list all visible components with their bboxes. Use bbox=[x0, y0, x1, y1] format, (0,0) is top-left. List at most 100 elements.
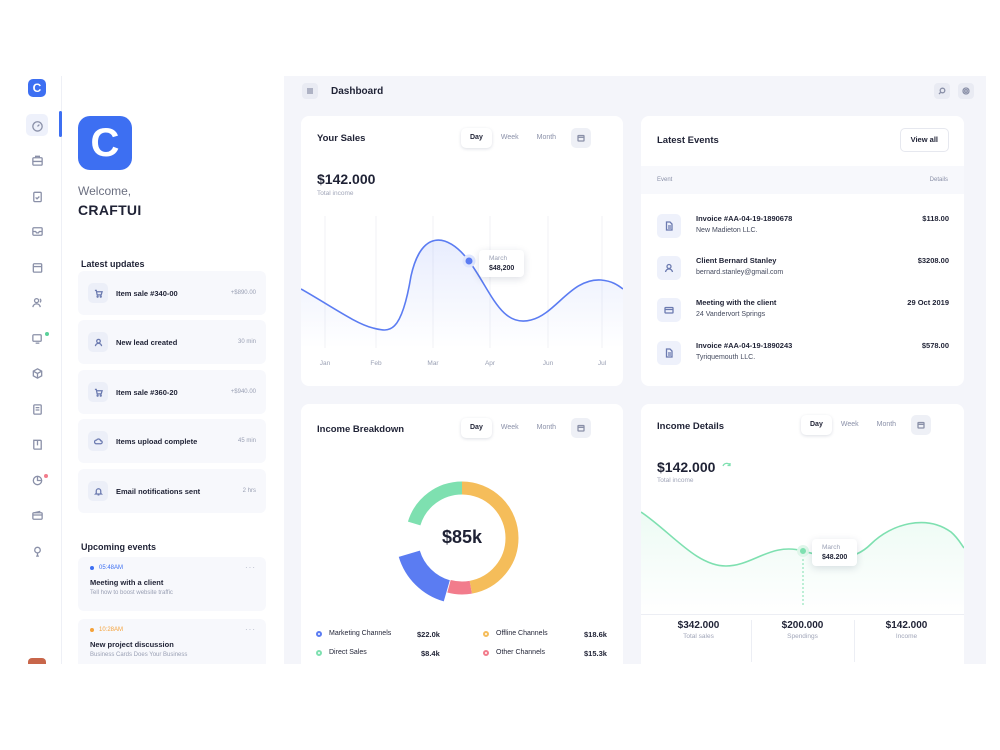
event-row[interactable]: Invoice #AA-04-19-1890243 Tyriquemouth L… bbox=[657, 336, 949, 370]
event-row-title: Meeting with the client bbox=[696, 298, 777, 307]
divider bbox=[854, 620, 855, 662]
event-subtitle: Business Cards Does Your Business bbox=[90, 652, 188, 658]
tab-month[interactable]: Month bbox=[536, 424, 557, 431]
tab-day[interactable]: Day bbox=[461, 128, 492, 148]
legend-value: $22.0k bbox=[417, 630, 440, 639]
calendar-icon[interactable] bbox=[911, 415, 932, 435]
x-tick-label: Feb bbox=[370, 360, 382, 367]
sales-point-marker[interactable] bbox=[462, 254, 476, 268]
legend-item: Marketing Channels bbox=[316, 630, 391, 637]
stat-label: Total sales bbox=[683, 633, 714, 640]
nav-box-icon[interactable] bbox=[26, 362, 48, 384]
nav-dashboard-icon[interactable] bbox=[26, 114, 48, 136]
search-icon[interactable] bbox=[934, 83, 950, 99]
slice-other[interactable] bbox=[405, 481, 519, 595]
more-icon[interactable]: ··· bbox=[245, 563, 256, 572]
brand-logo[interactable]: C bbox=[28, 79, 46, 97]
event-row-subtitle: New Madieton LLC. bbox=[696, 227, 758, 234]
update-item[interactable]: New lead created 30 min bbox=[78, 320, 266, 364]
event-row[interactable]: Meeting with the client 24 Vandervort Sp… bbox=[657, 293, 949, 327]
cart-icon bbox=[88, 283, 108, 303]
sales-title: Your Sales bbox=[317, 133, 366, 144]
nav-calendar-icon[interactable] bbox=[26, 256, 48, 278]
nav-users-icon[interactable] bbox=[26, 291, 48, 313]
icon-rail: C bbox=[12, 76, 62, 664]
sales-card: Your Sales Day Week Month $142.000 Total… bbox=[301, 116, 623, 386]
legend-swatch bbox=[316, 630, 322, 637]
nav-book-icon[interactable] bbox=[26, 433, 48, 455]
nav-inbox-icon[interactable] bbox=[26, 220, 48, 242]
event-dot bbox=[90, 566, 94, 570]
income-point-marker[interactable] bbox=[797, 545, 809, 557]
income-tooltip: March $48.200 bbox=[812, 539, 858, 566]
calendar-icon[interactable] bbox=[571, 418, 592, 438]
more-icon[interactable]: ··· bbox=[245, 625, 256, 634]
events-title: Latest Events bbox=[657, 135, 719, 146]
update-item[interactable]: Email notifications sent 2 hrs bbox=[78, 469, 266, 513]
event-item[interactable]: 05:48AM Meeting with a client Tell how t… bbox=[78, 557, 266, 611]
refresh-icon[interactable] bbox=[721, 462, 733, 472]
update-label: Item sale #340-00 bbox=[116, 288, 178, 298]
legend-swatch bbox=[483, 649, 489, 656]
tab-week[interactable]: Week bbox=[840, 421, 859, 428]
event-row[interactable]: Invoice #AA-04-19-1890678 New Madieton L… bbox=[657, 209, 949, 243]
update-meta: 45 min bbox=[237, 438, 256, 444]
menu-icon[interactable] bbox=[302, 83, 318, 99]
app-window: C C Welcome, CRAFTUI Latest updates Item… bbox=[12, 76, 986, 664]
updates-heading: Latest updates bbox=[81, 259, 145, 269]
sales-total: $142.000 bbox=[317, 171, 376, 187]
settings-icon[interactable] bbox=[958, 83, 974, 99]
donut-center-value: $85k bbox=[441, 527, 483, 547]
tooltip-month: March bbox=[489, 255, 508, 262]
slice-direct[interactable] bbox=[405, 481, 519, 595]
brand-logo-large: C bbox=[78, 116, 132, 170]
view-all-button[interactable]: View all bbox=[899, 128, 949, 152]
event-row-subtitle: Tyriquemouth LLC. bbox=[696, 354, 756, 361]
update-item[interactable]: Item sale #360-20 +$940.00 bbox=[78, 370, 266, 414]
legend-name: Offline Channels bbox=[496, 630, 548, 637]
event-time: 05:48AM bbox=[99, 565, 124, 571]
tab-month[interactable]: Month bbox=[876, 421, 897, 428]
nav-briefcase-icon[interactable] bbox=[26, 149, 48, 171]
update-meta: +$890.00 bbox=[230, 290, 256, 296]
avatar[interactable] bbox=[28, 658, 46, 664]
stat-value: $200.000 bbox=[781, 620, 824, 631]
stat-income: $142.000 Income bbox=[853, 620, 960, 640]
x-tick-label: Jan bbox=[319, 360, 331, 367]
username: CRAFTUI bbox=[78, 202, 142, 218]
update-label: New lead created bbox=[116, 337, 178, 347]
calendar-icon[interactable] bbox=[571, 128, 592, 148]
nav-document-icon[interactable] bbox=[26, 398, 48, 420]
stat-value: $342.000 bbox=[677, 620, 720, 631]
event-subtitle: Tell how to boost website traffic bbox=[90, 590, 173, 596]
nav-clipboard-icon[interactable] bbox=[26, 185, 48, 207]
tab-month[interactable]: Month bbox=[536, 134, 557, 141]
user-icon bbox=[88, 332, 108, 352]
nav-monitor-icon[interactable] bbox=[26, 327, 48, 349]
update-item[interactable]: Item sale #340-00 +$890.00 bbox=[78, 271, 266, 315]
tab-week[interactable]: Week bbox=[500, 424, 519, 431]
nav-wallet-icon[interactable] bbox=[26, 504, 48, 526]
nav-pie-icon[interactable] bbox=[26, 469, 48, 491]
sales-period-tabs: Day Week Month bbox=[461, 128, 592, 148]
event-row[interactable]: Client Bernard Stanley bernard.stanley@g… bbox=[657, 251, 949, 285]
tab-day[interactable]: Day bbox=[801, 415, 832, 435]
stat-spendings: $200.000 Spendings bbox=[749, 620, 856, 640]
events-table-header: Event Details bbox=[641, 166, 964, 194]
stat-value: $142.000 bbox=[885, 620, 928, 631]
update-label: Items upload complete bbox=[116, 436, 198, 446]
update-item[interactable]: Items upload complete 45 min bbox=[78, 419, 266, 463]
nav-bulb-icon[interactable] bbox=[26, 540, 48, 562]
event-item[interactable]: 10:28AM New project discussion Business … bbox=[78, 619, 266, 664]
breakdown-period-tabs: Day Week Month bbox=[461, 418, 592, 438]
tab-day[interactable]: Day bbox=[461, 418, 492, 438]
notification-dot bbox=[45, 332, 49, 336]
legend-item: Offline Channels bbox=[483, 630, 548, 637]
legend-name: Marketing Channels bbox=[329, 630, 392, 637]
tab-week[interactable]: Week bbox=[500, 134, 519, 141]
details-total: $142.000 bbox=[657, 459, 716, 475]
document-icon bbox=[657, 341, 681, 365]
event-time: 10:28AM bbox=[99, 627, 124, 633]
stat-total-sales: $342.000 Total sales bbox=[645, 620, 752, 640]
cloud-icon bbox=[88, 431, 108, 451]
